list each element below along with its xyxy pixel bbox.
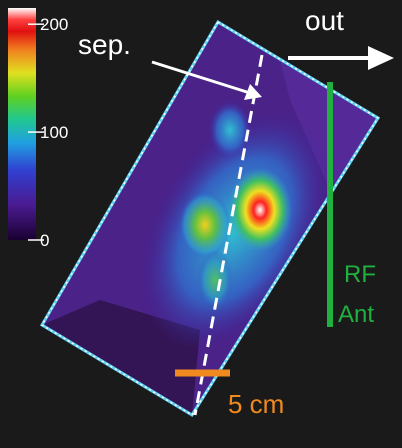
colorbar — [8, 8, 36, 240]
figure: sep. out RF Ant 5 cm 0 100 200 — [0, 0, 402, 448]
antenna-label: RF — [344, 261, 376, 288]
antenna-label: Ant — [338, 301, 374, 328]
scale-label: 5 cm — [228, 389, 284, 419]
colorbar-tick-label: 200 — [40, 15, 68, 34]
out-label: out — [305, 5, 344, 36]
colorbar-tick-label: 0 — [40, 231, 49, 250]
sep-label: sep. — [78, 29, 131, 60]
colorbar-tick-label: 100 — [40, 123, 68, 142]
